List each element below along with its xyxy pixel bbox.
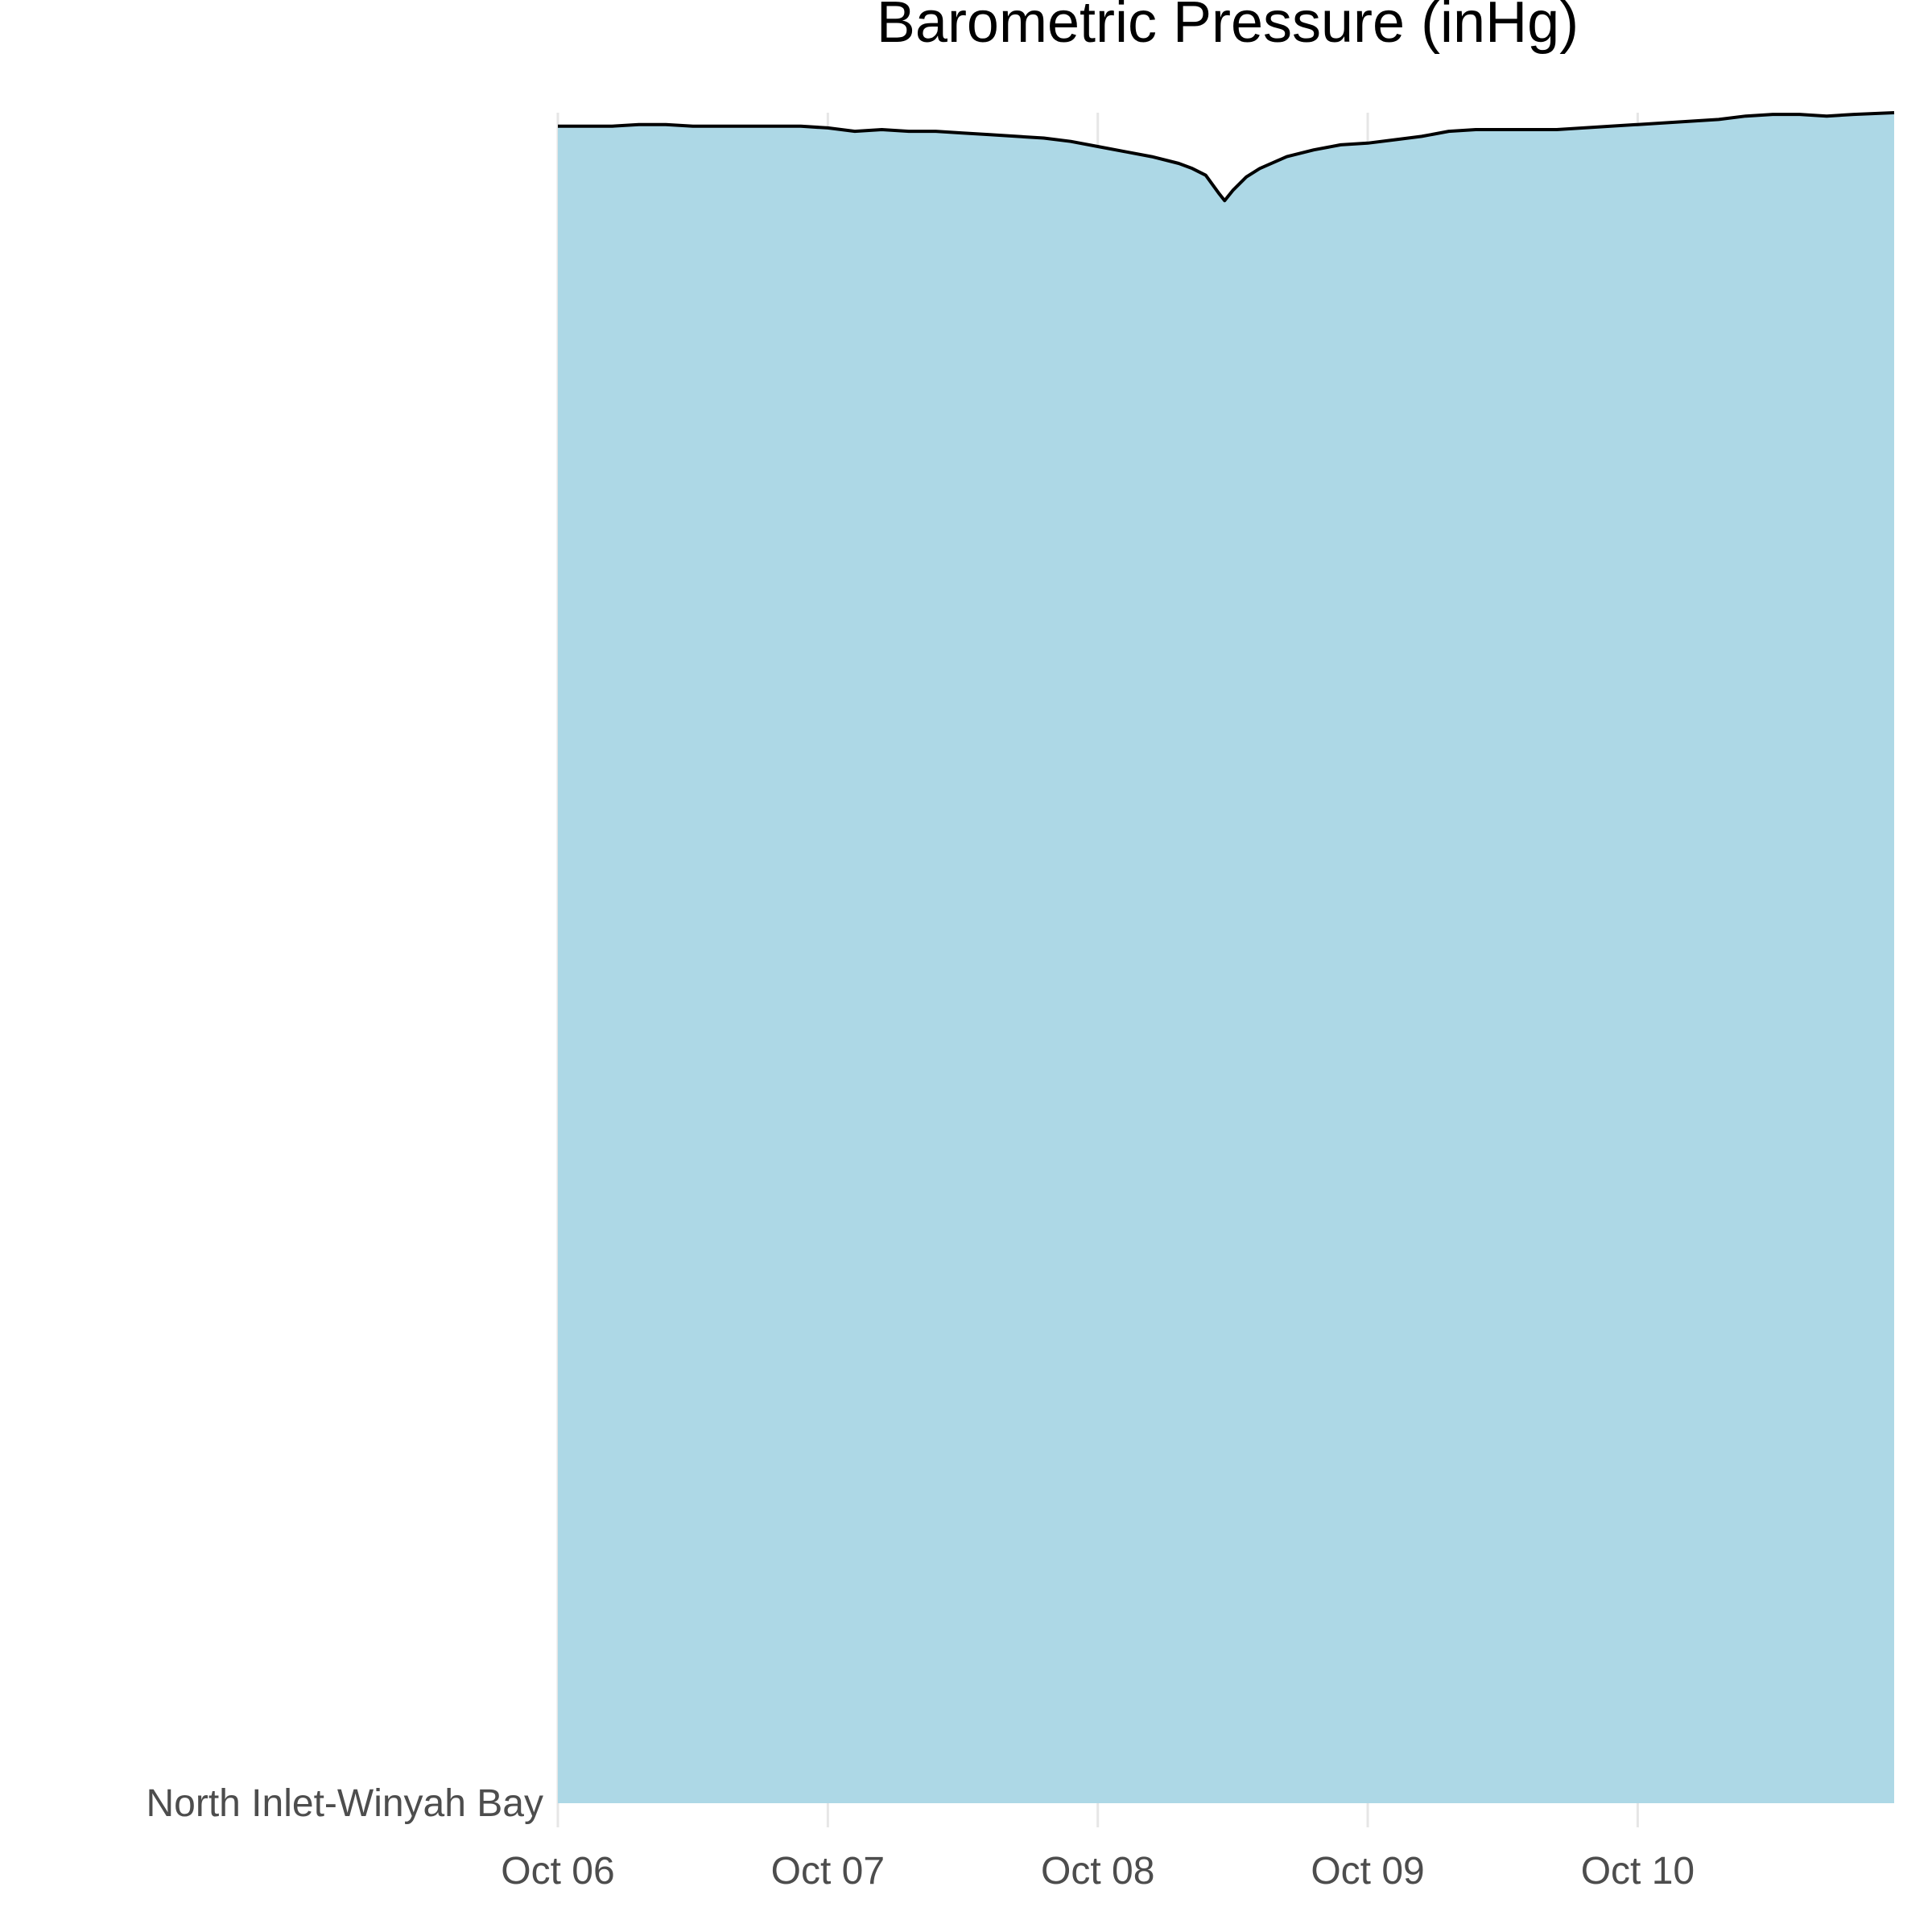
pressure-area-fill <box>558 113 1894 1803</box>
x-tick-label: Oct 09 <box>1311 1850 1424 1893</box>
x-tick-label: Oct 06 <box>501 1850 614 1893</box>
x-tick-label: Oct 10 <box>1581 1850 1695 1893</box>
ticks-layer: Oct 06 Oct 07 Oct 08 Oct 09 Oct 10 North Inle… <box>146 1782 1695 1893</box>
x-tick-label: Oct 08 <box>1041 1850 1154 1893</box>
area-layer <box>558 111 1895 1803</box>
chart-title: Barometric Pressure (inHg) <box>877 0 1579 55</box>
pressure-line <box>558 111 1895 203</box>
x-tick-label: Oct 07 <box>771 1850 885 1893</box>
y-tick-label: North Inlet-Winyah Bay <box>146 1782 543 1825</box>
